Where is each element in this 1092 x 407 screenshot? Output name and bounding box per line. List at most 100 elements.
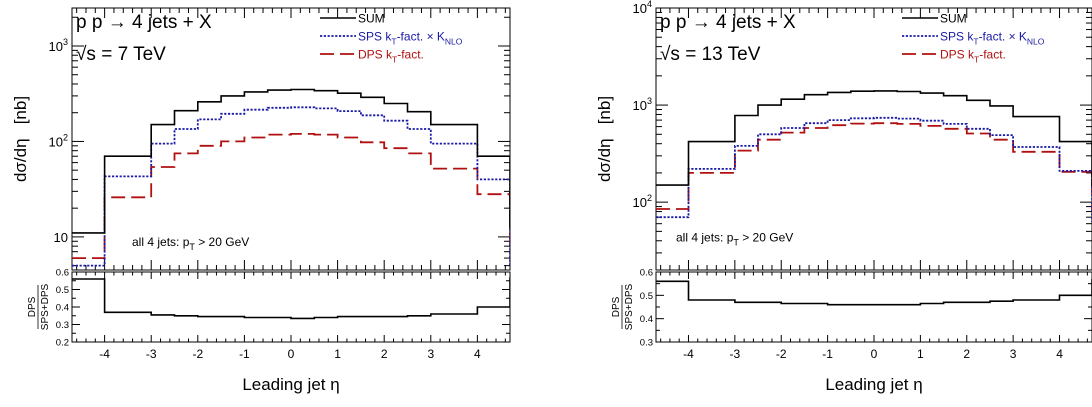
ratio-tick-label: 0.3 — [56, 320, 69, 331]
legend-text: DPS k — [940, 48, 975, 62]
ratio-label-denominator: SPS+DPS — [624, 283, 635, 330]
x-axis-label: Leading jet η — [242, 375, 339, 394]
y-tick-label-exponent: 3 — [647, 96, 652, 106]
x-tick-label: 1 — [917, 347, 924, 361]
ratio-tick-label: 0.2 — [56, 338, 69, 349]
y-tick-label: 104 — [633, 0, 652, 16]
x-tick-label: -2 — [776, 347, 787, 361]
legend-sub: T — [392, 55, 397, 65]
cut-label-sub: T — [189, 242, 195, 252]
series-line-2 — [72, 133, 510, 259]
ratio-tick-label: 0.3 — [640, 338, 653, 349]
x-tick-label: 2 — [963, 347, 970, 361]
x-tick-label: -4 — [683, 347, 694, 361]
x-tick-label: -1 — [239, 347, 250, 361]
y-tick-label-base: 10 — [49, 39, 63, 54]
legend-text: SPS k — [358, 30, 392, 44]
legend-text: -fact. × K — [979, 30, 1027, 44]
ratio-label-denominator: SPS+DPS — [40, 283, 51, 330]
cut-label: all 4 jets: pT > 20 GeV — [132, 235, 249, 252]
legend-entry-2: DPS kT-fact. — [940, 48, 1006, 65]
y-tick-label: 10 — [54, 230, 68, 245]
series-line-1 — [656, 116, 1092, 223]
y-tick-label-exponent: 3 — [63, 37, 68, 47]
series-line-0 — [72, 88, 510, 234]
x-tick-label: -1 — [822, 347, 833, 361]
x-tick-label: 0 — [288, 347, 295, 361]
process-label: p p → 4 jets + X — [660, 12, 796, 33]
ratio-group — [656, 279, 1092, 306]
ratio-y-axis-label: DPS SPS+DPS — [611, 283, 635, 330]
x-tick-label: 2 — [381, 347, 388, 361]
cut-label-part: > 20 GeV — [739, 231, 793, 245]
energy-label: √s = 13 TeV — [660, 44, 761, 65]
cut-label-part: all 4 jets: p — [132, 235, 190, 249]
y-tick-label-base: 10 — [633, 195, 647, 210]
y-tick-label: 103 — [49, 37, 68, 54]
legend-sub: T — [974, 55, 979, 65]
legend-entry-1: SPS kT-fact. × KNLO — [358, 30, 463, 47]
legend-sub: T — [973, 37, 978, 47]
x-tick-label: -3 — [730, 347, 741, 361]
series-line-2 — [656, 122, 1092, 211]
legend-text: SPS k — [940, 30, 974, 44]
legend-entry-0: SUM — [940, 12, 967, 26]
x-axis-label: Leading jet η — [825, 375, 922, 394]
legend-sub: NLO — [445, 37, 463, 47]
y-tick-label: 102 — [49, 132, 68, 149]
ratio-tick-label: 0.6 — [640, 268, 653, 279]
ratio-tick-label: 0.4 — [640, 314, 653, 325]
series-line-1 — [72, 106, 510, 267]
process-label: p p → 4 jets + X — [76, 12, 212, 33]
legend-entry-1: SPS kT-fact. × KNLO — [940, 30, 1045, 47]
cut-label-part: all 4 jets: p — [676, 231, 734, 245]
ratio-plot-frame — [655, 271, 1092, 343]
cut-label: all 4 jets: pT > 20 GeV — [676, 231, 793, 248]
x-tick-label: 1 — [334, 347, 341, 361]
legend-text: DPS k — [358, 48, 393, 62]
ratio-line — [656, 279, 1092, 306]
y-tick-label: 103 — [633, 96, 652, 113]
x-tick-label: 0 — [871, 347, 878, 361]
x-tick-label: 3 — [427, 347, 434, 361]
y-tick-label-base: 10 — [54, 230, 68, 245]
legend-text: -fact. — [979, 48, 1006, 62]
legend-sub: NLO — [1027, 37, 1045, 47]
y-tick-label-exponent: 2 — [63, 132, 68, 142]
ratio-tick-label: 0.6 — [56, 268, 69, 279]
ratio-tick-label: 0.5 — [56, 285, 69, 296]
x-tick-label: 4 — [1056, 347, 1063, 361]
energy-label: √s = 7 TeV — [76, 44, 166, 65]
y-tick-label-exponent: 4 — [647, 0, 652, 9]
x-tick-label: 3 — [1010, 347, 1017, 361]
x-tick-label: -3 — [146, 347, 157, 361]
legend-text: -fact. × K — [397, 30, 445, 44]
y-axis-label: dσ/dη [nb] — [595, 96, 614, 182]
y-tick-label-base: 10 — [633, 1, 647, 16]
cut-label-sub: T — [733, 238, 739, 248]
x-tick-label: -4 — [99, 347, 110, 361]
ratio-label-numerator: DPS — [27, 296, 38, 317]
y-tick-label-base: 10 — [633, 98, 647, 113]
y-axis-label: dσ/dη [nb] — [11, 96, 30, 182]
ratio-tick-label: 0.5 — [640, 291, 653, 302]
histogram-group — [656, 90, 1092, 223]
series-line-0 — [656, 90, 1092, 187]
legend-text: -fact. — [397, 48, 424, 62]
ratio-line — [72, 277, 510, 320]
x-tick-label: 4 — [474, 347, 481, 361]
y-tick-label: 102 — [633, 193, 652, 210]
y-tick-label-base: 10 — [49, 134, 63, 149]
legend-entry-0: SUM — [358, 12, 385, 26]
ratio-plot-frame — [71, 271, 511, 343]
cut-label-part: > 20 GeV — [195, 235, 249, 249]
ratio-y-axis-label: DPS SPS+DPS — [27, 283, 51, 330]
y-tick-label-exponent: 2 — [647, 193, 652, 203]
ratio-tick-label: 0.4 — [56, 303, 69, 314]
histogram-group — [72, 88, 510, 267]
legend-entry-2: DPS kT-fact. — [358, 48, 424, 65]
